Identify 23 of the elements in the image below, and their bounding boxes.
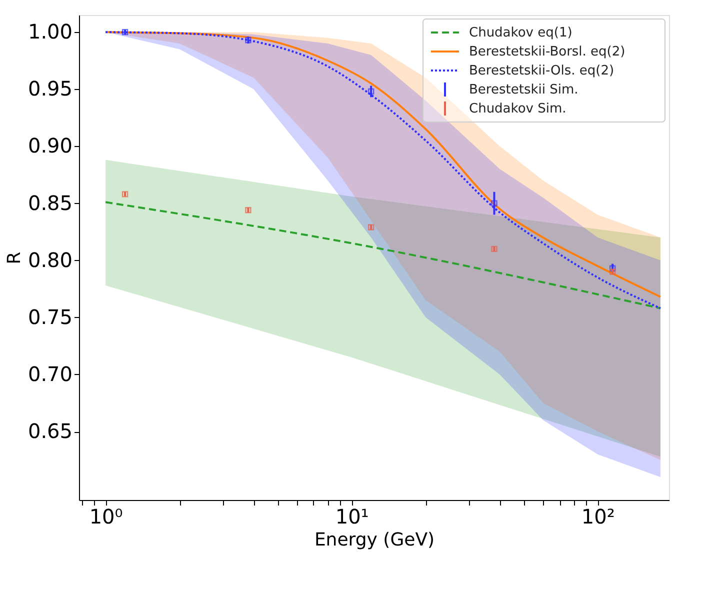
y-tick-label: 0.90 [28, 134, 72, 158]
legend-label: Berestetskii-Ols. eq(2) [469, 64, 614, 78]
y-tick-label: 0.80 [28, 248, 72, 272]
point [368, 224, 374, 230]
y-axis-title: R [4, 252, 25, 264]
point [368, 88, 374, 95]
legend-label: Berestetskii Sim. [469, 82, 578, 98]
y-tick-label: 0.65 [28, 419, 72, 444]
y-tick-label: 0.85 [28, 190, 72, 215]
point [122, 191, 128, 198]
x-axis-title: Energy (GeV) [314, 530, 435, 550]
y-tick-label: 1.00 [28, 20, 72, 44]
y-tick-label: 0.95 [28, 76, 72, 101]
x-tick-label: 10⁰ [89, 504, 123, 528]
point [122, 29, 128, 36]
legend-label: Berestetskii-Borsl. eq(2) [469, 44, 626, 60]
x-tick-label: 10² [581, 504, 615, 528]
legend-label: Chudakov eq(1) [469, 26, 572, 40]
x-tick-label: 10¹ [335, 504, 369, 528]
y-tick-label: 0.75 [28, 304, 72, 329]
y-tick-label: 0.70 [28, 362, 72, 386]
legend-label: Chudakov Sim. [469, 102, 566, 116]
point [491, 200, 498, 206]
